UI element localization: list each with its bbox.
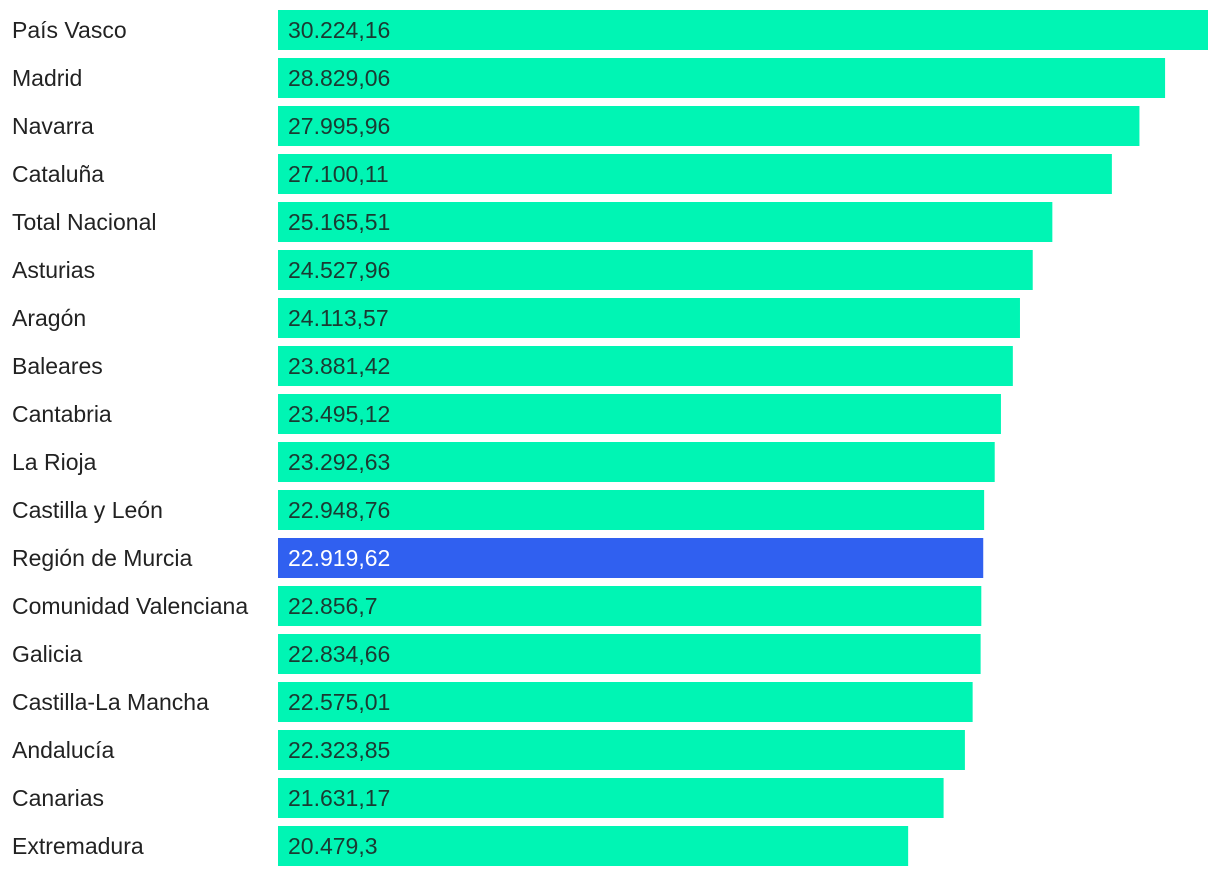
value-label: 22.575,01 <box>288 689 390 715</box>
category-label: Madrid <box>12 65 82 91</box>
category-label: Castilla y León <box>12 497 163 523</box>
value-label: 23.881,42 <box>288 353 390 379</box>
bar <box>278 10 1208 50</box>
category-label: Total Nacional <box>12 209 156 235</box>
value-label: 24.527,96 <box>288 257 390 283</box>
bar-row-andalucia: Andalucía 22.323,85 <box>12 730 965 770</box>
category-label: La Rioja <box>12 449 97 475</box>
category-label: Canarias <box>12 785 104 811</box>
category-label: Cataluña <box>12 161 104 187</box>
value-label: 22.919,62 <box>288 545 390 571</box>
bar <box>278 682 973 722</box>
bar-row-madrid: Madrid 28.829,06 <box>12 58 1166 98</box>
bar <box>278 346 1013 386</box>
bar-row-total-nacional: Total Nacional 25.165,51 <box>12 202 1053 242</box>
value-label: 21.631,17 <box>288 785 390 811</box>
value-label: 25.165,51 <box>288 209 390 235</box>
bar <box>278 490 985 530</box>
bar-row-aragon: Aragón 24.113,57 <box>12 298 1020 338</box>
category-label: Cantabria <box>12 401 112 427</box>
bar <box>278 634 981 674</box>
bar <box>278 106 1140 146</box>
bar-row-pais-vasco: País Vasco 30.224,16 <box>12 10 1208 50</box>
bar-row-baleares: Baleares 23.881,42 <box>12 346 1013 386</box>
bar <box>278 154 1112 194</box>
bar-row-castilla-la-mancha: Castilla-La Mancha 22.575,01 <box>12 682 973 722</box>
bar <box>278 298 1020 338</box>
value-label: 27.100,11 <box>288 161 389 187</box>
category-label: Región de Murcia <box>12 545 192 571</box>
category-label: Galicia <box>12 641 83 667</box>
bar <box>278 202 1053 242</box>
category-label: Baleares <box>12 353 103 379</box>
category-label: Asturias <box>12 257 95 283</box>
value-label: 22.834,66 <box>288 641 390 667</box>
bar-row-comunidad-valenciana: Comunidad Valenciana 22.856,7 <box>12 586 982 626</box>
bar <box>278 394 1001 434</box>
bar <box>278 586 982 626</box>
value-label: 22.948,76 <box>288 497 390 523</box>
bar-row-navarra: Navarra 27.995,96 <box>12 106 1140 146</box>
value-label: 23.292,63 <box>288 449 390 475</box>
value-label: 23.495,12 <box>288 401 390 427</box>
bar <box>278 250 1033 290</box>
category-label: Castilla-La Mancha <box>12 689 209 715</box>
highlight-bar <box>278 538 984 578</box>
value-label: 30.224,16 <box>288 17 390 43</box>
category-label: Navarra <box>12 113 94 139</box>
category-label: Comunidad Valenciana <box>12 593 248 619</box>
bar-row-cataluna: Cataluña 27.100,11 <box>12 154 1112 194</box>
category-label: País Vasco <box>12 17 127 43</box>
category-label: Extremadura <box>12 833 144 859</box>
bar-row-extremadura: Extremadura 20.479,3 <box>12 826 909 866</box>
value-label: 20.479,3 <box>288 833 378 859</box>
bar <box>278 58 1166 98</box>
value-label: 22.323,85 <box>288 737 390 763</box>
bar-row-la-rioja: La Rioja 23.292,63 <box>12 442 995 482</box>
bar <box>278 778 944 818</box>
category-label: Andalucía <box>12 737 115 763</box>
bar <box>278 442 995 482</box>
bar <box>278 826 909 866</box>
bar-row-cantabria: Cantabria 23.495,12 <box>12 394 1001 434</box>
value-label: 27.995,96 <box>288 113 390 139</box>
value-label: 24.113,57 <box>288 305 389 331</box>
bar-row-asturias: Asturias 24.527,96 <box>12 250 1033 290</box>
bar-row-canarias: Canarias 21.631,17 <box>12 778 944 818</box>
bar <box>278 730 965 770</box>
bar-row-galicia: Galicia 22.834,66 <box>12 634 981 674</box>
bar-row-castilla-y-leon: Castilla y León 22.948,76 <box>12 490 985 530</box>
value-label: 28.829,06 <box>288 65 390 91</box>
value-label: 22.856,7 <box>288 593 378 619</box>
category-label: Aragón <box>12 305 86 331</box>
bar-row-region-de-murcia: Región de Murcia 22.919,62 <box>12 538 984 578</box>
